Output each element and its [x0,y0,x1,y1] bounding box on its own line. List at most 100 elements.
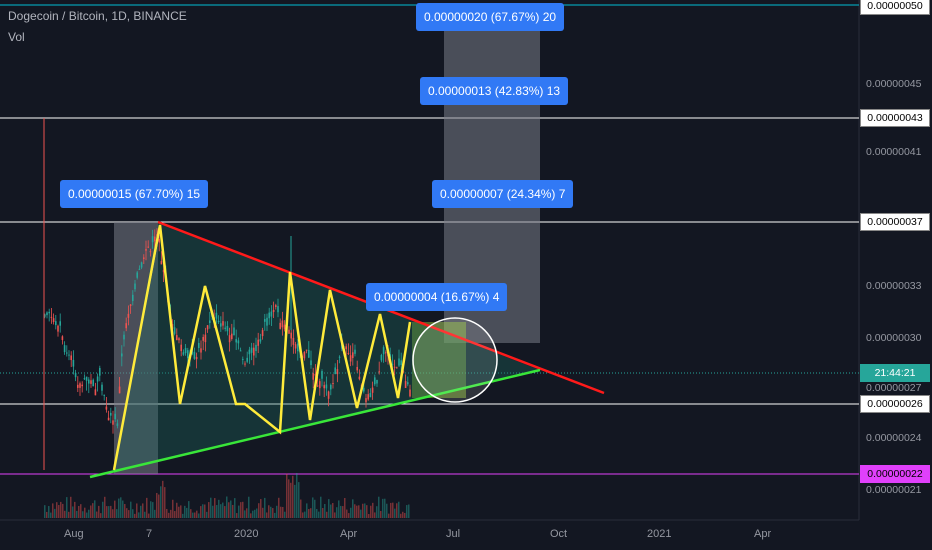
support-trendline [89,368,541,479]
volume-bar [116,509,118,518]
candle-body [352,352,354,359]
candle-body [233,327,235,336]
candle-body [365,398,367,403]
candle-body [345,346,347,350]
time-tick: Jul [446,528,461,540]
candle-body [369,393,372,398]
volume-bar [70,496,72,518]
candle-body [195,356,198,360]
volume-bar [290,482,292,518]
volume-bar [384,498,386,518]
candle-body [121,353,123,357]
volume-bar [286,473,288,518]
volume-bar [114,500,116,518]
price-tick: 0.00000041 [866,146,922,158]
measure-label-15[interactable]: 0.00000015 (67.70%) 15 [60,180,209,208]
volume-bar [226,496,228,518]
volume-bar [198,513,200,518]
volume-bar [190,509,192,518]
volume-bar [308,509,310,518]
candle-body [382,347,385,355]
candle-body [68,354,70,356]
candle-body [239,350,242,352]
time-tick: Apr [340,528,358,540]
candle-body [180,344,182,352]
current-price-label: 21:44:21 [860,364,930,382]
volume-bar [390,502,392,518]
candle-body [316,385,319,387]
measure-label-4[interactable]: 0.00000004 (16.67%) 4 [366,283,508,311]
volume-bar [82,511,84,518]
candle-body [59,321,61,326]
volume-bar [380,510,382,518]
zigzag-waves [112,224,412,471]
candle-body [325,384,328,389]
volume-bar [278,497,280,518]
candle-body [110,412,112,416]
volume-bar [160,486,162,518]
volume-bar [354,504,356,518]
volume-bar [48,506,50,518]
candle-body [145,249,147,251]
candle-body [226,325,229,332]
volume-bar [74,501,76,518]
volume-bar [208,502,210,518]
candle-body [253,347,255,356]
volume-bar [398,501,400,518]
volume-bar [270,506,272,518]
candle-body [158,239,160,243]
volume-bar [206,511,208,518]
volume-bar [368,513,370,518]
measure-label-20[interactable]: 0.00000020 (67.67%) 20 [416,3,565,31]
volume-bar [134,513,136,518]
price-tick: 0.00000024 [866,432,922,444]
volume-bar [320,496,322,518]
candle-body [151,236,154,243]
volume-bar [340,505,342,518]
volume-bar [370,505,372,518]
candle-body [349,355,352,362]
candle-body [178,338,180,341]
volume-bar [164,487,166,518]
volume-bar [132,509,134,518]
candle-body [259,339,262,342]
candle-body [182,352,185,355]
volume-bar [100,513,102,518]
volume-bar [260,499,262,518]
candle-body [176,335,178,341]
volume-bar [168,512,170,518]
candle-body [224,327,226,329]
measure-label-7[interactable]: 0.00000007 (24.34%) 7 [432,180,574,208]
volume-bar [394,508,396,518]
volume-bar [372,502,374,518]
volume-bar [378,496,380,518]
volume-bar [112,509,114,518]
candle-body [248,349,251,355]
volume-bar [62,503,64,518]
candle-body [123,334,125,340]
measure-label-13[interactable]: 0.00000013 (42.83%) 13 [420,77,569,105]
candle-body [50,316,53,318]
volume-bar [184,505,186,518]
candle-body [398,358,400,366]
candle-body [385,352,387,354]
volume-bar [360,509,362,518]
candle-body [237,340,240,344]
candle-body [288,329,290,334]
volume-bar [280,506,282,518]
candle-body [206,325,209,330]
volume-bar [220,504,222,518]
volume-bar [294,484,296,518]
candle-body [363,387,365,392]
volume-bar [162,480,164,518]
candle-body [103,394,105,396]
candle-body [136,272,138,278]
volume-bar [224,506,226,518]
level-label-050: 0.00000050 [860,0,930,15]
candle-body [347,353,350,355]
candle-body [404,381,407,389]
volume-bar [194,512,196,518]
volume-bar [326,511,328,518]
candle-body [396,367,398,369]
candle-body [246,357,248,362]
